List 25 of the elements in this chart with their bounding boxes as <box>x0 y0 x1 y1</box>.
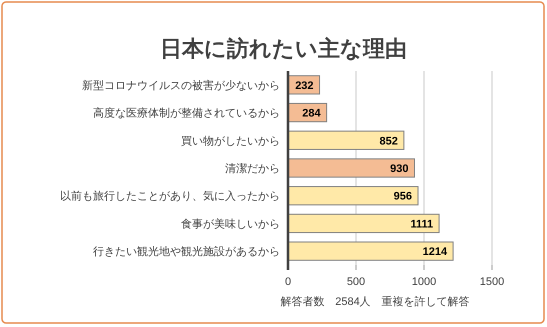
x-tick-label: 500 <box>346 276 366 288</box>
y-tick-label: 清潔だから <box>225 162 280 175</box>
data-label: 284 <box>302 108 322 120</box>
data-label: 852 <box>380 135 398 148</box>
y-tick-label: 買い物がしたいから <box>181 135 280 148</box>
x-axis-title: 解答者数 2584人 重複を許して解答 <box>280 295 470 308</box>
x-tick-label: 1500 <box>480 276 504 288</box>
data-label: 1214 <box>422 246 448 258</box>
y-tick-label: 食事が美味しいから <box>181 217 280 230</box>
data-label: 956 <box>394 190 412 203</box>
bar <box>288 186 419 206</box>
bar <box>288 158 415 178</box>
y-tick-label: 以前も旅行したことがあり、気に入ったから <box>60 190 280 203</box>
y-tick-label: 行きたい観光地や観光施設があるから <box>93 245 280 258</box>
chart-title: 日本に訪れたい主な理由 <box>160 36 407 61</box>
x-tick-label: 0 <box>284 276 292 288</box>
bar <box>288 241 454 261</box>
y-tick-label: 新型コロナウイルスの被害が少ないから <box>82 78 280 92</box>
data-label: 930 <box>390 163 408 175</box>
bar <box>288 130 404 150</box>
data-label: 1111 <box>410 218 434 230</box>
bar <box>288 214 440 234</box>
x-tick-label: 1000 <box>412 276 436 288</box>
y-tick-label: 高度な医療体制が整備されているから <box>93 106 280 120</box>
data-label: 232 <box>295 80 314 92</box>
